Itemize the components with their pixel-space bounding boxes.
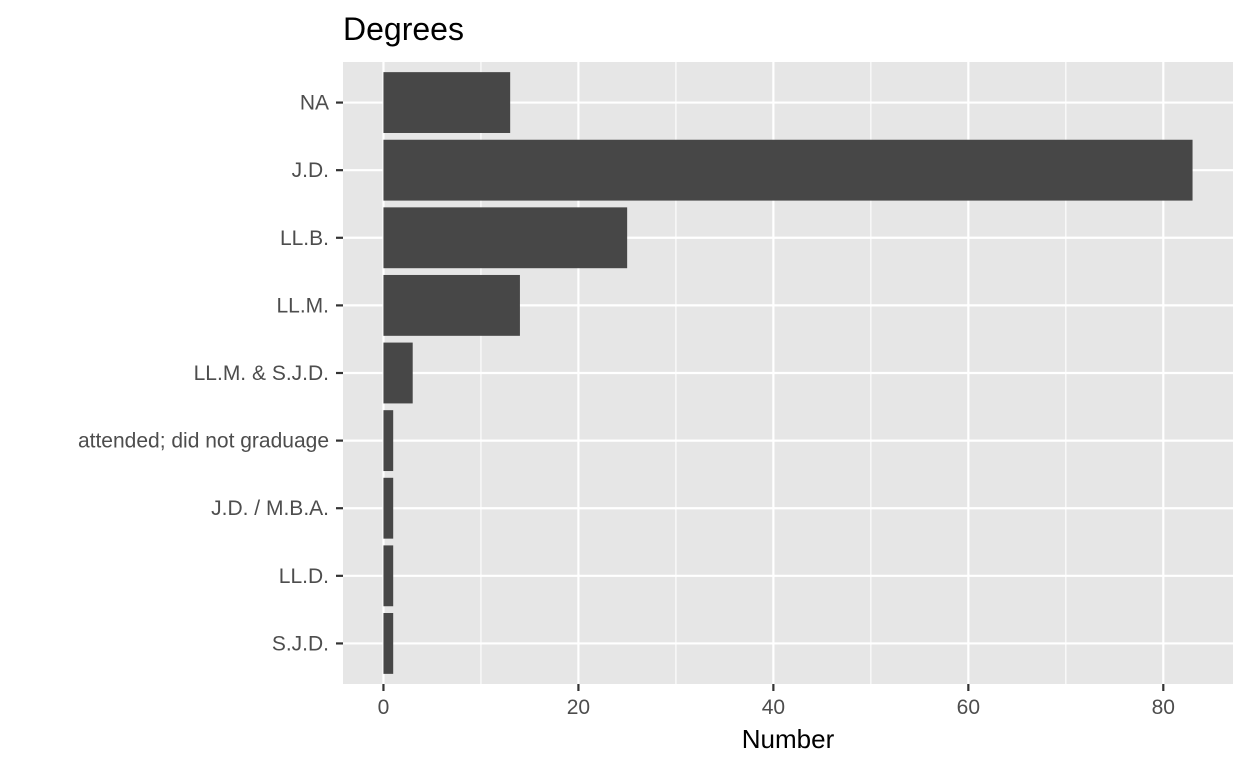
y-tick-label: LL.D.: [279, 565, 329, 588]
y-tick-label: attended; did not graduage: [78, 430, 329, 453]
y-tick-label: LL.M. & S.J.D.: [194, 362, 329, 385]
x-axis-title: Number: [742, 724, 835, 754]
x-tick-label: 40: [762, 696, 785, 719]
chart-title: Degrees: [343, 11, 464, 47]
bar: [383, 545, 394, 607]
bar: [383, 477, 394, 539]
x-tick-label: 60: [957, 696, 980, 719]
y-tick-label: S.J.D.: [272, 632, 329, 655]
x-axis: 0 20 40 60 80: [378, 684, 1175, 719]
bar: [383, 274, 520, 336]
bar: [383, 72, 511, 133]
y-tick-label: J.D. / M.B.A.: [211, 497, 329, 520]
bars: [383, 72, 1193, 674]
bar: [383, 342, 413, 404]
x-tick-label: 20: [567, 696, 590, 719]
x-tick-label: 0: [378, 696, 390, 719]
bar: [383, 139, 1193, 201]
y-tick-label: LL.B.: [280, 227, 329, 250]
y-tick-label: LL.M.: [276, 294, 329, 317]
bar: [383, 207, 628, 269]
x-tick-label: 80: [1152, 696, 1175, 719]
bar: [383, 410, 394, 472]
y-tick-label: NA: [300, 92, 329, 115]
bar: [383, 613, 394, 674]
y-tick-label: J.D.: [292, 159, 329, 182]
y-axis: NA J.D. LL.B. LL.M. LL.M. & S.J.D. attended; …: [78, 92, 343, 655]
